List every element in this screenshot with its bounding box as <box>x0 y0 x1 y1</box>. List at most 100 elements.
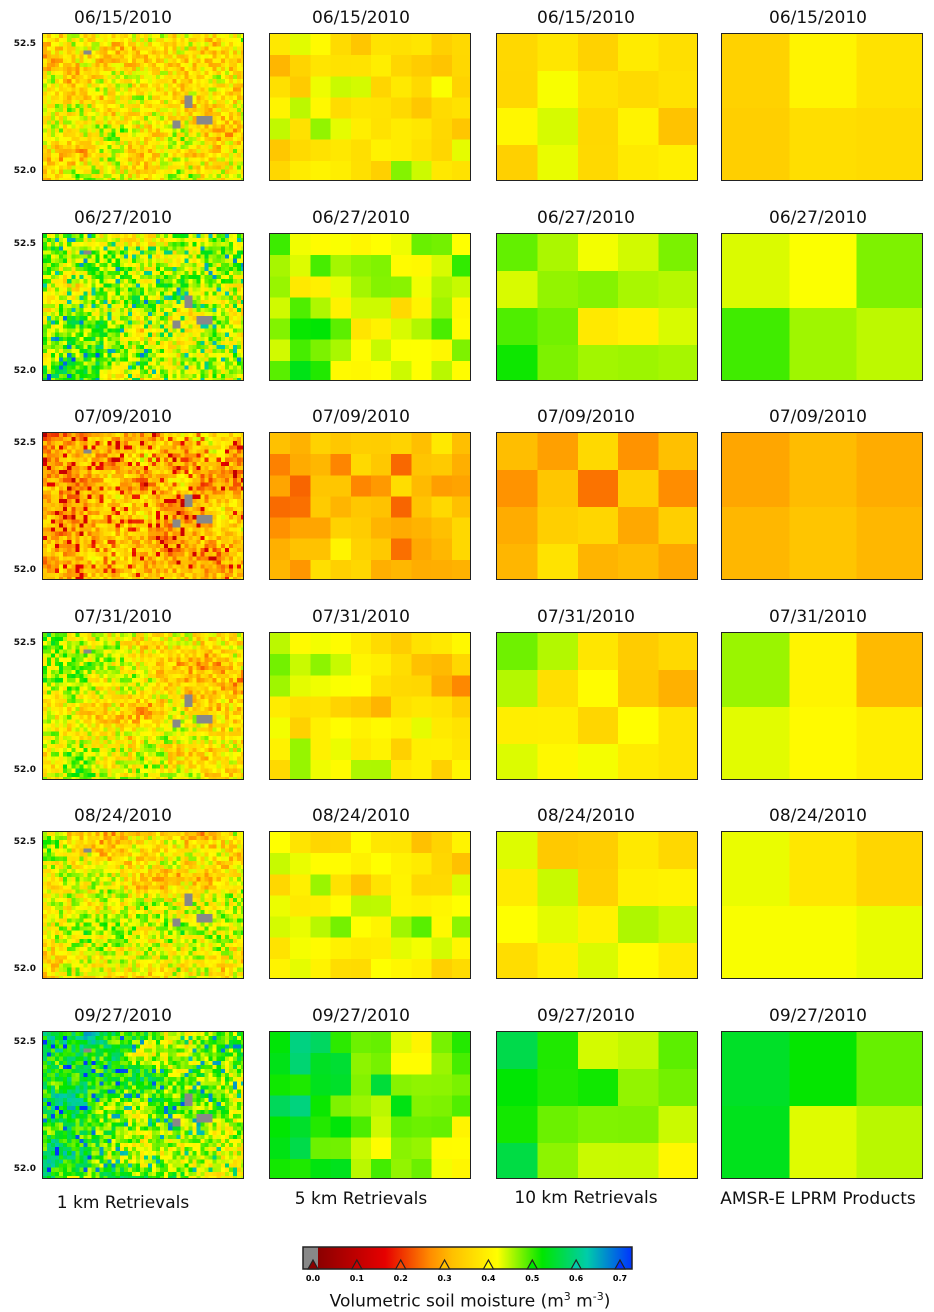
heatmap-cell <box>204 66 210 72</box>
heatmap-cell <box>91 503 97 508</box>
heatmap-cell <box>180 340 185 346</box>
heatmap-cell <box>168 278 173 284</box>
heatmap-cell <box>148 373 153 378</box>
heatmap-cell <box>192 99 198 105</box>
heatmap-cell <box>127 503 133 508</box>
heatmap-cell <box>431 254 453 277</box>
heatmap-cell <box>51 373 56 378</box>
heatmap-cell <box>43 486 48 492</box>
heatmap-cell <box>115 71 121 76</box>
heatmap-cell <box>431 76 453 98</box>
heatmap-cell <box>216 140 222 146</box>
heatmap-cell <box>148 437 153 442</box>
heatmap-cell <box>204 445 210 451</box>
heatmap-cell <box>216 250 222 255</box>
heatmap-cell <box>63 38 68 43</box>
heatmap-cell <box>115 377 121 380</box>
heatmap-cell <box>127 437 133 442</box>
heatmap-cell <box>55 336 60 341</box>
heatmap-cell <box>91 66 97 72</box>
heatmap-cell <box>240 441 243 447</box>
heatmap-cell <box>204 523 210 529</box>
heatmap-cell <box>220 365 226 370</box>
heatmap-cell <box>330 254 352 277</box>
heatmap-cell <box>127 145 133 150</box>
heatmap-cell <box>232 34 238 39</box>
heatmap-cell <box>135 136 141 142</box>
heatmap-cell <box>228 241 234 247</box>
heatmap-cell <box>350 254 372 277</box>
heatmap-cell <box>208 99 214 105</box>
soil-moisture-map-panel <box>269 33 471 181</box>
heatmap-cell <box>180 503 185 508</box>
heatmap-cell <box>99 278 105 284</box>
heatmap-cell <box>196 128 202 134</box>
heatmap-cell <box>192 153 198 158</box>
heatmap-cell <box>71 241 76 247</box>
heatmap-cell <box>91 523 97 529</box>
heatmap-cell <box>79 319 84 325</box>
heatmap-cell <box>156 437 161 442</box>
heatmap-cell <box>135 523 141 529</box>
heatmap-cell <box>164 38 169 43</box>
heatmap-cell <box>220 103 226 109</box>
heatmap-cell <box>164 352 169 358</box>
heatmap-cell <box>107 165 113 171</box>
heatmap-cell <box>103 307 109 313</box>
heatmap-cell <box>95 352 101 358</box>
heatmap-cell <box>204 348 210 354</box>
heatmap-cell <box>204 299 210 304</box>
heatmap-cell <box>184 486 189 492</box>
heatmap-cell <box>208 136 214 142</box>
heatmap-cell <box>115 136 121 142</box>
heatmap-cell <box>789 34 858 109</box>
heatmap-cell <box>290 275 311 298</box>
heatmap-cell <box>91 291 97 296</box>
heatmap-grid <box>43 34 243 180</box>
heatmap-cell <box>103 507 109 512</box>
heatmap-cell <box>83 291 88 296</box>
heatmap-cell <box>123 523 129 529</box>
heatmap-cell <box>119 369 125 374</box>
heatmap-cell <box>224 369 230 374</box>
heatmap-cell <box>119 124 125 130</box>
heatmap-cell <box>51 494 56 500</box>
heatmap-cell <box>127 71 133 76</box>
heatmap-cell <box>160 153 165 158</box>
heatmap-cell <box>71 54 76 60</box>
heatmap-cell <box>139 369 145 374</box>
heatmap-cell <box>192 377 198 380</box>
heatmap-cell <box>290 55 311 77</box>
heatmap-cell <box>184 461 189 467</box>
heatmap-cell <box>188 474 193 479</box>
heatmap-cell <box>152 128 157 134</box>
heatmap-cell <box>135 83 141 88</box>
heatmap-cell <box>188 270 193 276</box>
heatmap-cell <box>148 124 153 130</box>
heatmap-cell <box>51 457 56 463</box>
heatmap-cell <box>371 118 392 141</box>
heatmap-cell <box>67 124 72 130</box>
heatmap-cell <box>103 377 109 380</box>
heatmap-cell <box>431 97 453 120</box>
heatmap-cell <box>160 241 165 247</box>
heatmap-cell <box>111 478 117 484</box>
heatmap-cell <box>144 515 149 521</box>
heatmap-cell <box>75 319 80 325</box>
heatmap-cell <box>236 287 242 292</box>
heatmap-cell <box>431 275 453 298</box>
heatmap-cell <box>196 490 202 496</box>
heatmap-cell <box>168 287 173 292</box>
heatmap-cell <box>228 295 234 300</box>
heatmap-cell <box>71 515 76 521</box>
heatmap-cell <box>200 373 206 378</box>
heatmap-grid <box>43 233 243 380</box>
heatmap-cell <box>103 161 109 167</box>
heatmap-cell <box>127 507 133 512</box>
heatmap-cell <box>192 356 198 362</box>
heatmap-cell <box>156 299 161 304</box>
heatmap-cell <box>59 165 64 171</box>
heatmap-cell <box>176 315 181 321</box>
heatmap-cell <box>135 361 141 366</box>
heatmap-cell <box>123 449 129 455</box>
